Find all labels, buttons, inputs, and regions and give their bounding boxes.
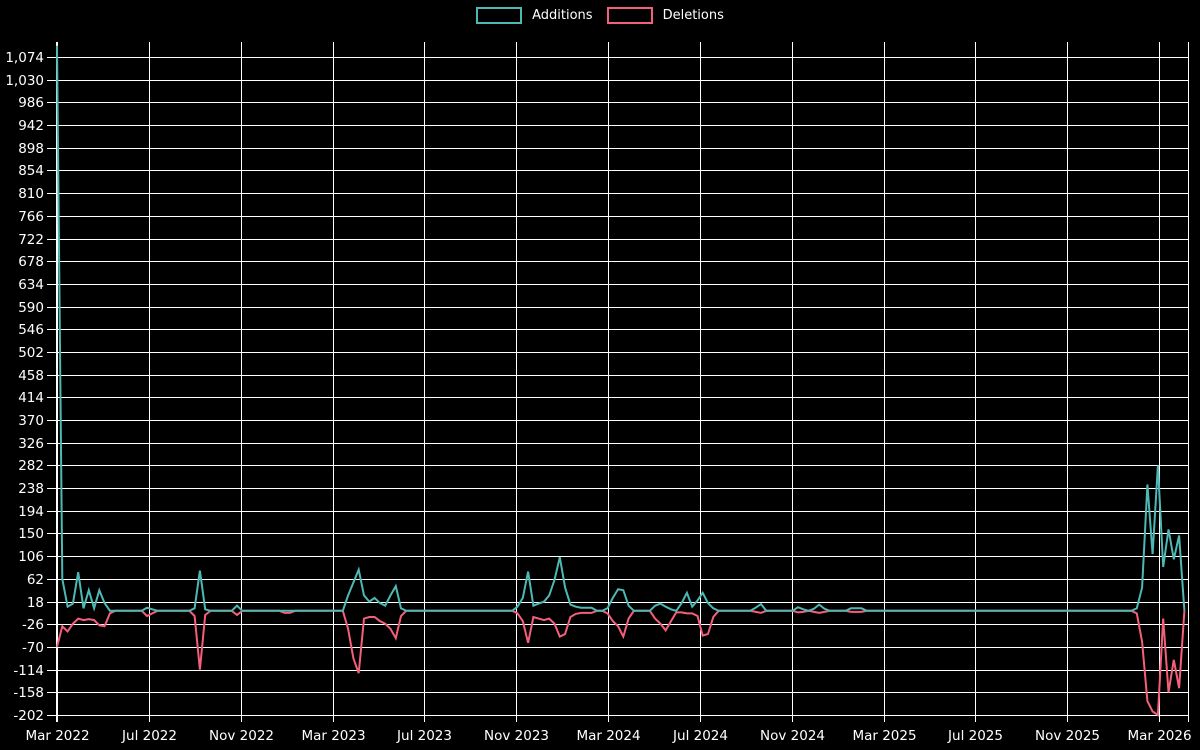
y-tick-label: 502 [18, 345, 44, 361]
y-tick-label: -158 [13, 685, 44, 701]
y-tick-label: 106 [18, 549, 44, 565]
additions-line [56, 45, 1186, 612]
y-tick-label: 678 [18, 254, 44, 270]
deletions-swatch [606, 7, 653, 24]
x-tick-label: Nov 2022 [209, 728, 274, 744]
y-tick-label: 986 [18, 95, 44, 111]
x-tick-label: Nov 2025 [1035, 728, 1100, 744]
y-tick-label: 326 [18, 436, 44, 452]
legend-item-deletions[interactable]: Deletions [606, 7, 724, 24]
chart-legend: Additions Deletions [0, 7, 1200, 24]
x-tick-label: Jul 2023 [396, 728, 452, 744]
x-tick-label: Jul 2024 [672, 728, 728, 744]
y-tick-label: 546 [18, 322, 44, 338]
y-tick-label: 18 [27, 595, 44, 611]
x-tick-label: Mar 2024 [576, 728, 640, 744]
legend-item-additions[interactable]: Additions [476, 7, 593, 24]
y-tick-label: 1,030 [5, 73, 44, 89]
y-tick-label: 590 [18, 300, 44, 316]
deletions-line [56, 609, 1186, 717]
y-tick-label: 854 [18, 163, 44, 179]
y-tick-label: 766 [18, 209, 44, 225]
x-tick-label: Mar 2022 [25, 728, 89, 744]
y-tick-label: 150 [18, 526, 44, 542]
y-tick-label: -70 [22, 640, 44, 656]
x-tick-label: Mar 2026 [1127, 728, 1191, 744]
x-tick-label: Mar 2023 [301, 728, 365, 744]
y-tick-label: 238 [18, 481, 44, 497]
x-axis-labels: Mar 2022 Jul 2022 Nov 2022 Mar 2023 Jul 2023… [25, 728, 1191, 744]
x-tick-label: Nov 2023 [484, 728, 549, 744]
additions-swatch [476, 7, 523, 24]
y-tick-label: 898 [18, 141, 44, 157]
y-tick-label: 370 [18, 413, 44, 429]
y-tick-label: 810 [18, 186, 44, 202]
y-tick-label: 414 [18, 390, 44, 406]
x-tick-label: Mar 2025 [852, 728, 916, 744]
y-tick-label: 634 [18, 277, 44, 293]
y-tick-label: 1,074 [5, 50, 44, 66]
y-tick-label: 942 [18, 118, 44, 134]
gridlines [47, 42, 1188, 722]
y-tick-label: -202 [13, 708, 44, 724]
axis-ticks [56, 42, 1189, 722]
y-tick-label: 722 [18, 232, 44, 248]
x-tick-label: Jul 2025 [947, 728, 1003, 744]
y-tick-label: 62 [27, 572, 44, 588]
x-tick-label: Nov 2024 [760, 728, 825, 744]
y-tick-label: 194 [18, 504, 44, 520]
y-tick-label: -26 [22, 617, 44, 633]
y-tick-label: 282 [18, 458, 44, 474]
legend-label-deletions: Deletions [662, 8, 724, 23]
data-series [56, 45, 1186, 717]
legend-label-additions: Additions [532, 8, 593, 23]
y-tick-label: 458 [18, 368, 44, 384]
y-axis-labels: 1,074 1,030 986 942 898 854 810 766 722 678 634 590… [5, 50, 44, 724]
y-tick-label: -114 [13, 663, 44, 679]
x-tick-label: Jul 2022 [121, 728, 177, 744]
